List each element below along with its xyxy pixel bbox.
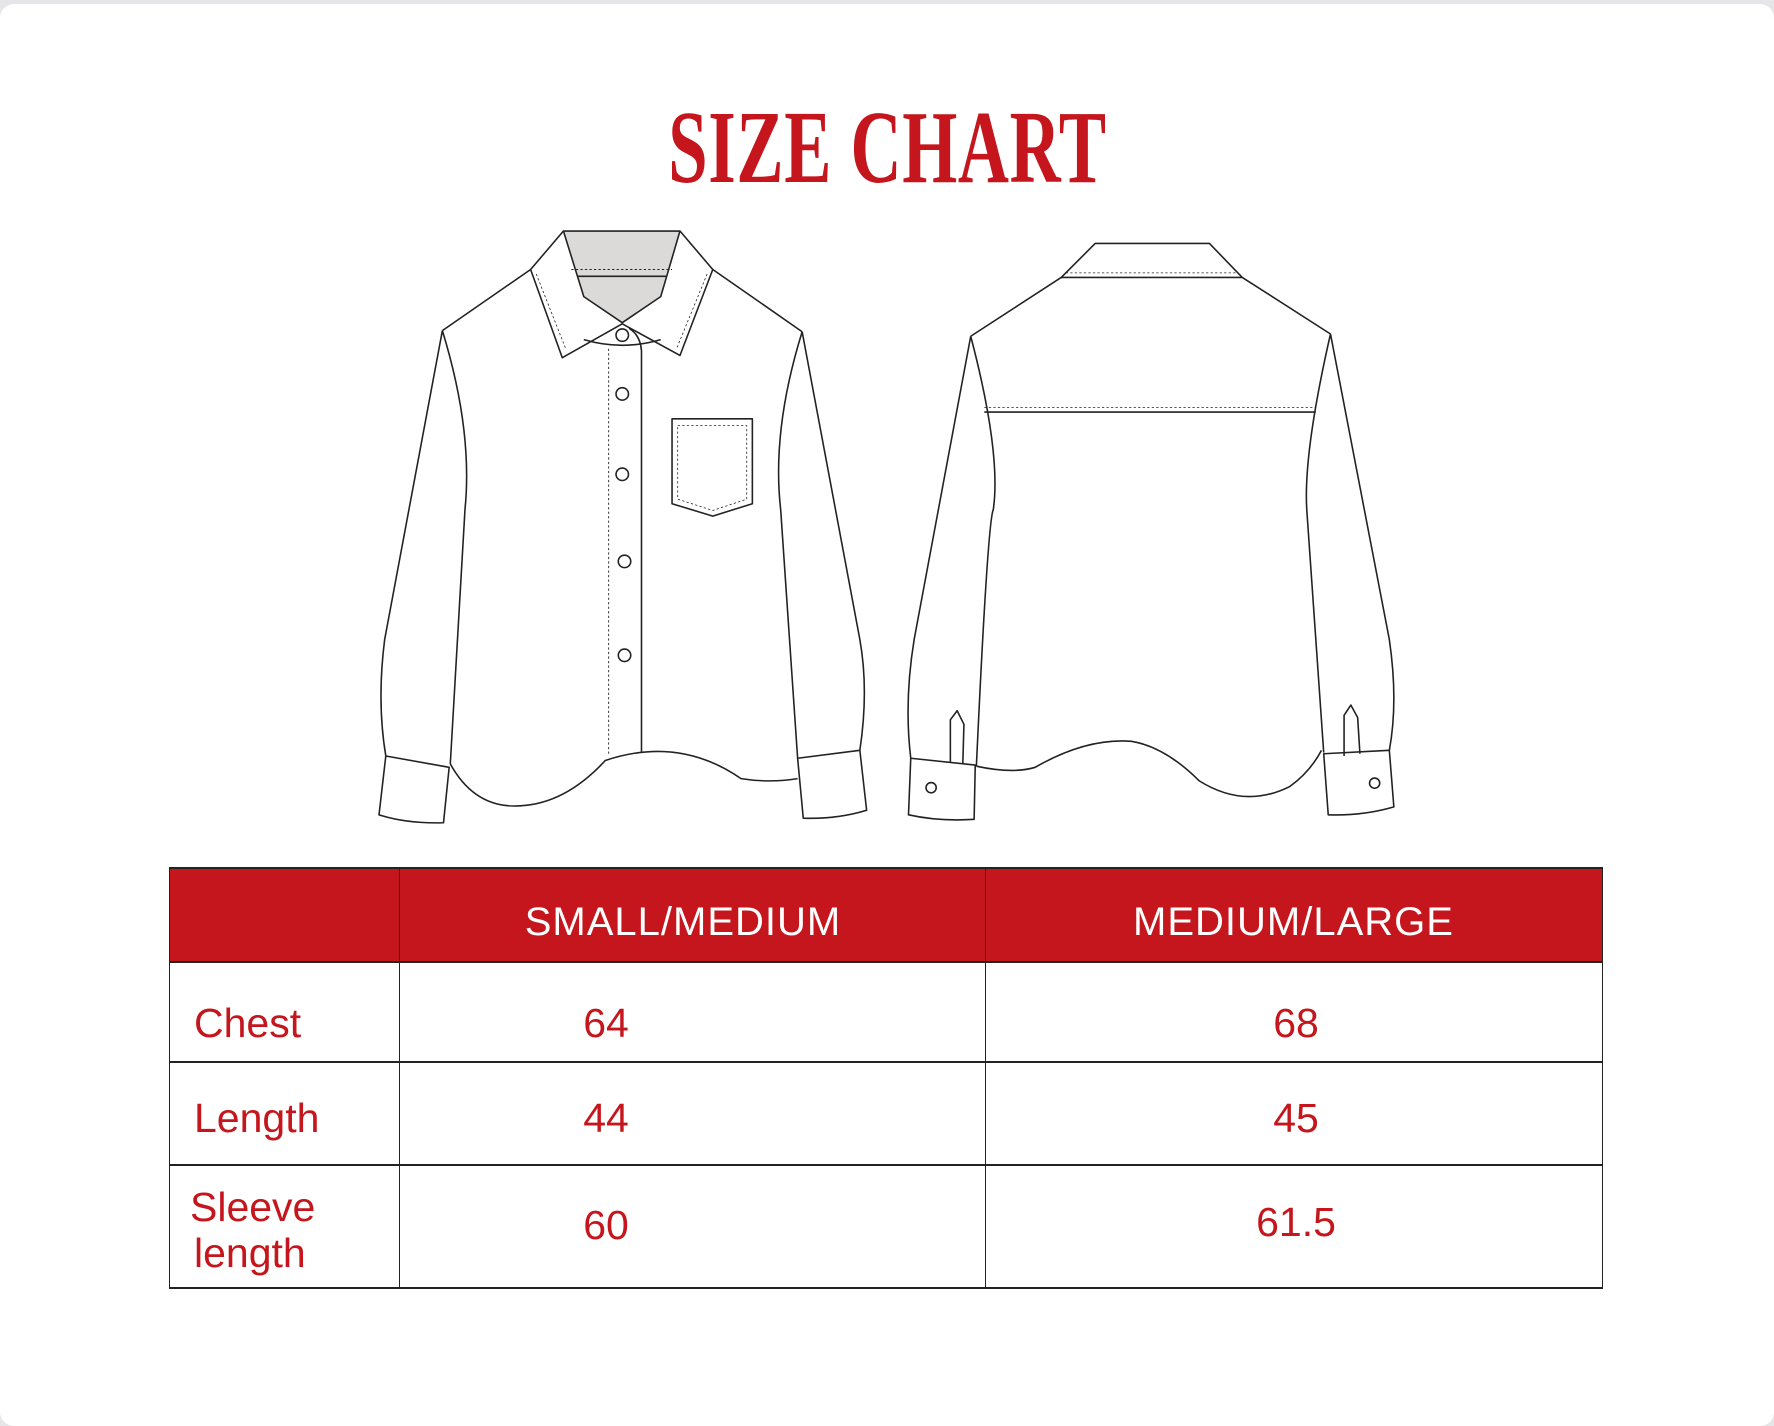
row-divider [169,1164,1603,1166]
table-header-row [169,868,1603,962]
table-border [169,867,1603,869]
table-border [169,1287,1603,1289]
sleeve-small-medium: 60 [583,1202,629,1248]
title-text: SIZE CHART [667,90,1107,205]
chest-medium-large: 68 [1273,1000,1319,1046]
col-divider [169,868,170,1288]
sleeve-medium-large: 61.5 [1256,1199,1336,1245]
col-divider [985,868,986,1288]
header-small-medium: SMALL/MEDIUM [524,900,842,944]
chest-small-medium: 64 [583,1000,629,1046]
row-label-sleeve-line1: Sleeve [190,1184,316,1230]
page-title: SIZE CHART [0,96,1774,200]
col-divider [1602,868,1603,1288]
shirt-front-illustration [378,230,868,824]
row-label-sleeve-line2: length [194,1230,306,1276]
length-small-medium: 44 [583,1095,629,1141]
header-medium-large: MEDIUM/LARGE [1133,900,1454,944]
row-label-length: Length [194,1095,320,1141]
size-chart-card [0,4,1774,1426]
length-medium-large: 45 [1273,1095,1319,1141]
shirt-back-illustration [907,242,1395,821]
row-divider [169,961,1603,963]
col-divider [399,868,400,1288]
row-divider [169,1061,1603,1063]
row-label-chest: Chest [194,1000,302,1046]
